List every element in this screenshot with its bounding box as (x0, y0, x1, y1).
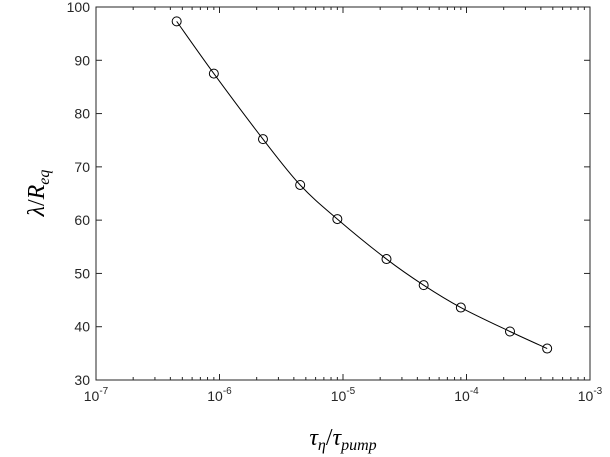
y-tick-labels: 30 40 50 60 70 80 90 100 (67, 0, 91, 388)
data-point (504, 326, 515, 337)
x-tick-label: 10-4 (454, 386, 479, 404)
x-tick-label: 10-6 (207, 386, 232, 404)
y-tick-label: 60 (74, 212, 90, 228)
plot-frame (95, 6, 591, 381)
data-point (455, 302, 466, 313)
data-point (171, 16, 182, 27)
y-tick-label: 50 (74, 265, 90, 281)
x-tick-label: 10-7 (84, 386, 109, 404)
data-point (381, 254, 392, 265)
x-tick-label: 10-3 (578, 386, 603, 404)
data-point (208, 68, 219, 79)
x-tick-label: 10-5 (331, 386, 356, 404)
y-axis-title: λ/Req (24, 170, 53, 218)
y-tick-label: 100 (67, 0, 91, 15)
data-point (295, 179, 306, 190)
data-point (542, 343, 553, 354)
y-tick-label: 70 (74, 159, 90, 175)
y-tick-label: 80 (74, 106, 90, 122)
data-point (418, 280, 429, 291)
y-tick-label: 40 (74, 319, 90, 335)
data-point (332, 214, 343, 225)
data-point (257, 134, 268, 145)
series-line (176, 21, 548, 350)
y-tick-label: 30 (74, 372, 90, 388)
y-tick-label: 90 (74, 52, 90, 68)
tick-marks (95, 6, 591, 381)
x-tick-labels: 10-7 10-6 10-5 10-4 10-3 (84, 386, 603, 404)
series-markers (171, 16, 553, 354)
x-axis-title: τη/τpump (309, 425, 376, 454)
